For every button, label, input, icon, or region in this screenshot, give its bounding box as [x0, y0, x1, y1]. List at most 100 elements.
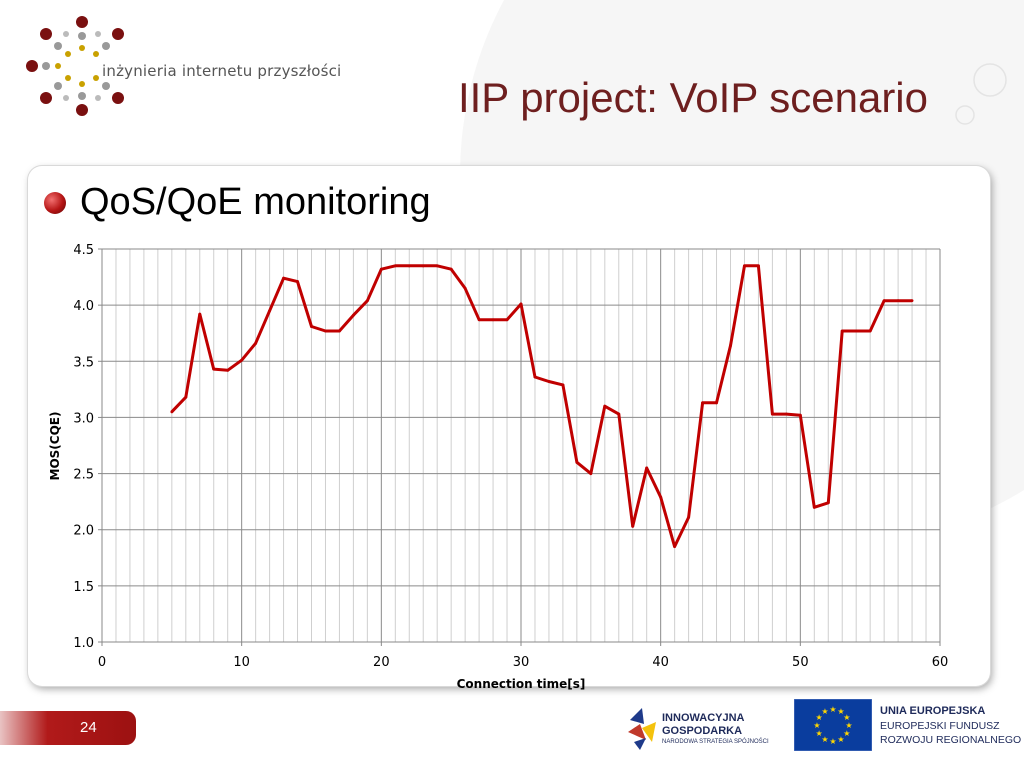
data-point: [617, 412, 621, 416]
data-point: [743, 264, 746, 268]
data-point: [659, 495, 663, 499]
data-point: [365, 299, 369, 303]
data-point: [673, 545, 677, 548]
x-tick-label: 20: [373, 655, 390, 670]
svg-text:★: ★: [845, 721, 852, 730]
data-point: [868, 329, 872, 333]
y-tick-labels: 1.0 1.5 2.0 2.5 3.0 3.5 4.0 4.5: [73, 243, 102, 651]
eu-logo-line1: UNIA EUROPEJSKA: [880, 705, 986, 717]
svg-text:★: ★: [829, 737, 836, 746]
data-point: [812, 505, 816, 509]
x-axis-label: Connection time[s]: [457, 677, 586, 691]
y-tick-label: 2.0: [73, 524, 94, 539]
data-point: [631, 524, 635, 528]
data-point: [352, 313, 355, 317]
data-point: [184, 395, 188, 399]
x-tick-label: 60: [932, 655, 949, 670]
data-point: [268, 309, 271, 313]
x-tick-label: 40: [652, 655, 669, 670]
data-point: [254, 341, 258, 345]
ig-logo-line3: NARODOWA STRATEGIA SPÓJNOŚCI: [662, 739, 769, 745]
svg-text:★: ★: [843, 729, 850, 738]
data-point: [854, 329, 858, 333]
y-tick-label: 3.5: [73, 355, 94, 370]
svg-text:★: ★: [837, 735, 844, 744]
y-tick-label: 4.0: [73, 299, 94, 314]
data-point: [882, 299, 886, 303]
data-point: [491, 318, 495, 322]
x-tick-label: 0: [98, 655, 106, 670]
data-point: [393, 264, 397, 268]
data-point: [226, 368, 230, 372]
svg-text:★: ★: [829, 705, 836, 714]
data-point: [310, 325, 313, 328]
data-point: [379, 267, 383, 271]
data-point: [505, 318, 509, 322]
data-point: [421, 264, 425, 268]
svg-text:★: ★: [816, 729, 823, 738]
data-point: [561, 383, 565, 387]
data-point: [463, 286, 467, 290]
data-point: [198, 312, 202, 316]
y-tick-label: 1.0: [73, 636, 94, 651]
footer-bar: [0, 711, 136, 745]
slide-title: IIP project: VoIP scenario: [457, 74, 928, 121]
data-point: [324, 329, 327, 333]
innowacyjna-gospodarka-logo-icon: [628, 708, 656, 750]
x-tick-labels: 0 10 20 30 40 50 60: [98, 642, 948, 670]
data-point: [533, 375, 537, 379]
data-point: [645, 466, 649, 470]
eu-logo-line2: EUROPEJSKI FUNDUSZ: [880, 720, 1000, 732]
page-number: 24: [80, 719, 97, 736]
y-tick-label: 2.5: [73, 468, 94, 483]
data-point: [784, 412, 788, 416]
logo-text: inżynieria internetu przyszłości: [102, 62, 342, 80]
data-point: [896, 299, 900, 303]
svg-text:★: ★: [843, 713, 850, 722]
x-tick-label: 10: [233, 655, 250, 670]
logo-icon: [26, 16, 124, 116]
ig-logo-line1: INNOWACYJNA: [662, 712, 745, 724]
data-point: [826, 501, 830, 505]
data-point: [170, 410, 174, 414]
series-line: [170, 264, 913, 549]
eu-flag-icon: ★★★★★★★★★ ★ ★★: [794, 699, 872, 751]
bullet-text: QoS/QoE monitoring: [80, 181, 431, 223]
data-point: [757, 264, 760, 268]
data-point: [212, 367, 216, 371]
ig-logo-line2: GOSPODARKA: [662, 725, 743, 737]
svg-text:★: ★: [813, 721, 820, 730]
data-point: [407, 264, 411, 268]
data-point: [771, 412, 774, 416]
y-tick-label: 1.5: [73, 580, 94, 595]
bullet-icon: [44, 192, 66, 214]
data-point: [282, 276, 285, 280]
data-point: [519, 302, 523, 306]
data-point: [240, 358, 244, 362]
data-point: [840, 329, 844, 333]
data-point: [701, 401, 704, 405]
x-tick-label: 50: [792, 655, 809, 670]
data-point: [715, 401, 718, 405]
data-point: [575, 460, 579, 464]
eu-logo-line3: ROZWOJU REGIONALNEGO: [880, 734, 1022, 746]
data-point: [729, 344, 732, 347]
data-point: [435, 264, 439, 268]
data-point: [477, 318, 481, 322]
svg-text:★: ★: [837, 707, 844, 716]
data-point: [798, 413, 802, 417]
data-point: [589, 472, 593, 475]
data-point: [910, 299, 914, 303]
data-point: [296, 280, 299, 283]
data-point: [338, 329, 341, 333]
series-points: [170, 264, 914, 548]
svg-text:★: ★: [816, 713, 823, 722]
svg-text:★: ★: [821, 707, 828, 716]
y-tick-label: 4.5: [73, 243, 94, 258]
data-point: [547, 380, 551, 383]
data-point: [449, 267, 453, 271]
data-point: [603, 404, 607, 408]
y-tick-label: 3.0: [73, 411, 94, 426]
x-tick-label: 30: [513, 655, 530, 670]
